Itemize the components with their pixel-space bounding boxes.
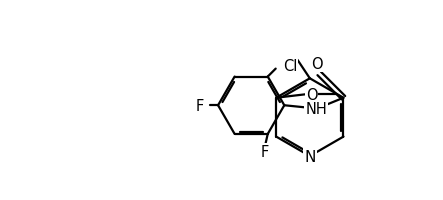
Text: NH: NH bbox=[305, 102, 327, 117]
Text: O: O bbox=[306, 87, 317, 102]
Text: F: F bbox=[195, 98, 203, 113]
Text: F: F bbox=[260, 144, 269, 159]
Text: Cl: Cl bbox=[283, 58, 297, 73]
Text: O: O bbox=[311, 57, 323, 72]
Text: N: N bbox=[304, 150, 315, 165]
